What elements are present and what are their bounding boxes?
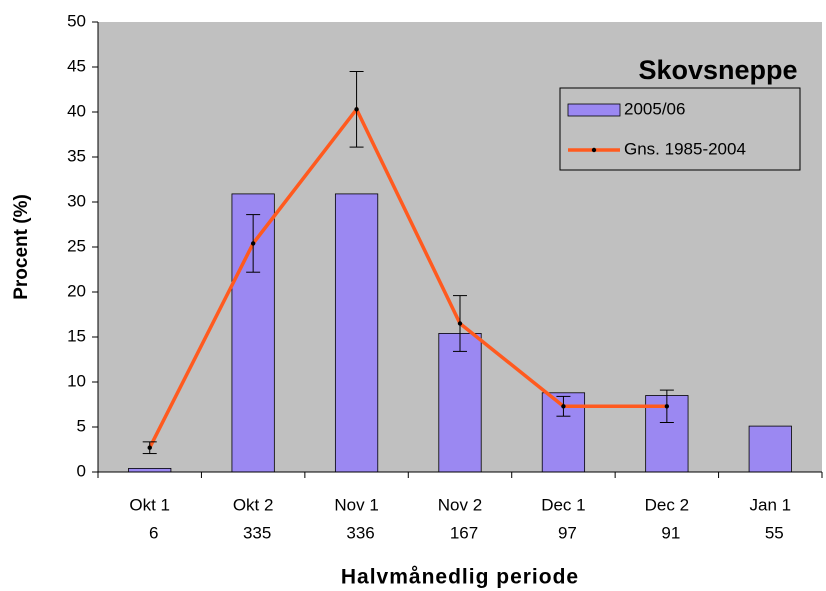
x-tick-count: 336 — [346, 523, 374, 542]
point — [561, 404, 566, 409]
bar — [334, 193, 379, 473]
x-tick-count: 6 — [149, 523, 158, 542]
y-axis-label: Procent (%) — [11, 194, 32, 300]
x-tick-label: Nov 1 — [334, 495, 378, 514]
x-tick-count: 167 — [450, 523, 478, 542]
legend-marker — [591, 147, 597, 153]
x-tick-label: Nov 2 — [438, 495, 482, 514]
y-tick-label: 30 — [67, 191, 86, 210]
chart-title: Skovsneppe — [638, 55, 797, 85]
y-tick-label: 10 — [67, 371, 86, 390]
bar — [128, 467, 172, 473]
legend-swatch — [567, 103, 621, 117]
point — [664, 404, 670, 409]
x-tick-count: 55 — [765, 523, 784, 542]
y-tick-label: 15 — [67, 326, 86, 345]
point — [457, 321, 463, 326]
x-tick-label: Okt 2 — [233, 495, 274, 514]
bar — [748, 425, 792, 473]
x-tick-count: 335 — [243, 523, 271, 542]
y-tick-label: 35 — [67, 146, 86, 165]
x-tick-count: 97 — [558, 523, 577, 542]
y-tick-label: 40 — [67, 101, 86, 120]
x-tick-count: 91 — [661, 523, 680, 542]
line — [148, 105, 667, 449]
legend-box — [559, 87, 801, 171]
y-tick-label: 50 — [67, 11, 86, 30]
y-tick-label: 45 — [67, 56, 86, 75]
y-tick-label: 5 — [77, 416, 86, 435]
y-tick-label: 20 — [67, 281, 86, 300]
legend-label: Gns. 1985-2004 — [624, 139, 746, 158]
x-tick-label: Okt 1 — [129, 495, 170, 514]
bar — [438, 332, 482, 473]
x-tick-label: Dec 1 — [541, 495, 585, 514]
x-axis-label: Halvmånedlig periode — [341, 566, 579, 589]
point — [250, 241, 256, 246]
legend-label: 2005/06 — [624, 99, 685, 118]
y-tick-label: 0 — [77, 461, 86, 480]
point — [354, 107, 359, 112]
x-tick-label: Dec 2 — [645, 495, 689, 514]
y-tick-label: 25 — [67, 236, 86, 255]
x-tick-label: Jan 1 — [749, 495, 791, 514]
point — [147, 445, 152, 450]
